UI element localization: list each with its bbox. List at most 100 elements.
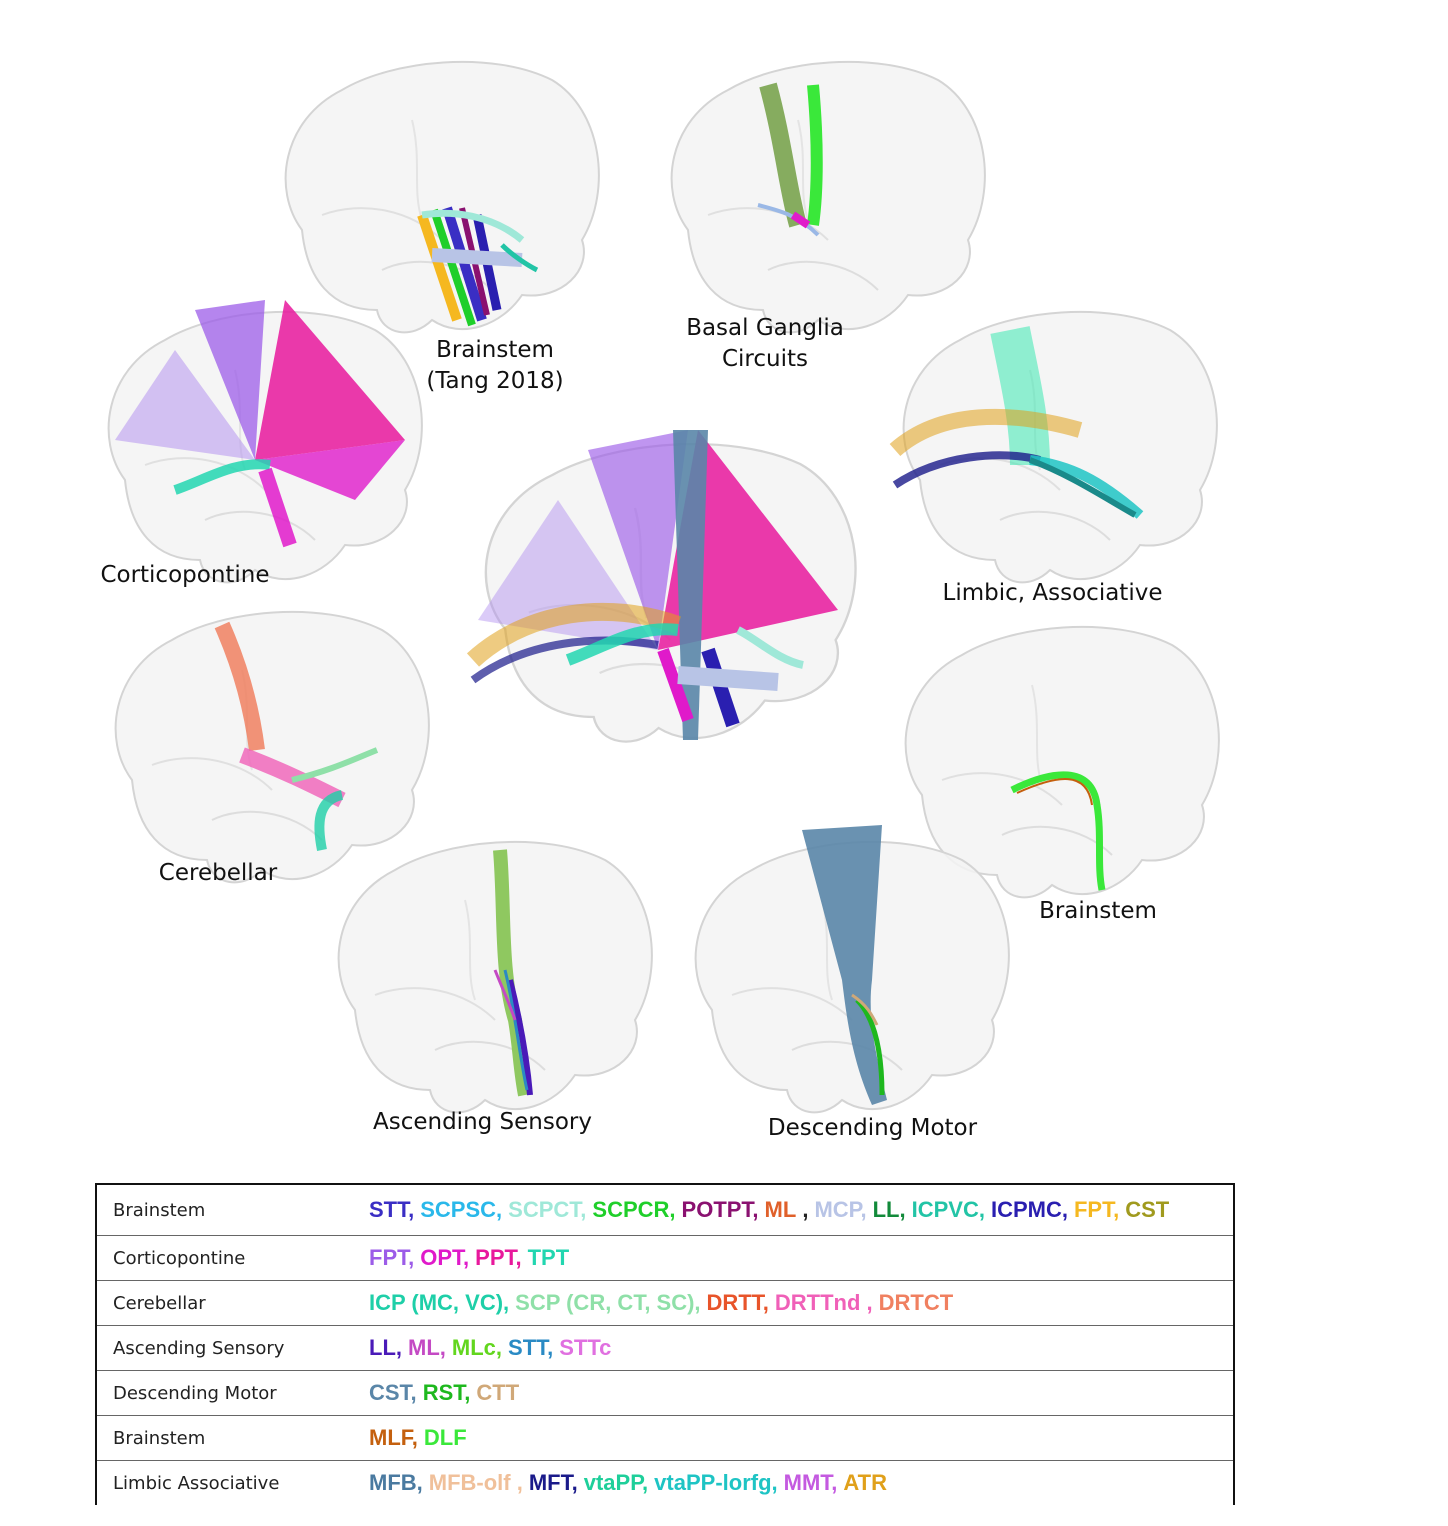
brain-brainstem-image [904,625,1220,899]
tract-label: CST [1125,1197,1170,1222]
caption-line: Corticopontine [100,562,270,588]
corticopontine-tracts [115,300,405,548]
legend-tracts: FPT, OPT, PPT, TPT [369,1235,1234,1281]
legend-tracts: MLF, DLF [369,1415,1234,1461]
tract-legend-table: Brainstem STT, SCPSC, SCPCT, SCPCR, POTPT, ML,… [95,1183,1235,1505]
brain-basal-ganglia-image [670,60,986,334]
caption-line: Ascending Sensory [372,1109,593,1135]
basal-ganglia-tracts [757,82,823,237]
legend-row: Limbic Associative MFB, MFB-olf , MFT, vtaPP… [96,1460,1234,1505]
descending-tracts [802,825,887,1105]
legend-tracts: STT, SCPSC, SCPCT, SCPCR, POTPT, ML, MCP, LL, IC… [369,1184,1234,1236]
tract-label: MFB, [369,1470,423,1495]
legend-category: Cerebellar [96,1280,369,1326]
brain-brainstem-tang-image [284,60,600,334]
legend-row: Corticopontine FPT, OPT, PPT, TPT [96,1235,1234,1281]
caption-line: Brainstem [436,337,554,363]
brainstem-tang-tracts [417,206,539,327]
panel-limbic [880,290,1230,590]
caption-line: (Tang 2018) [426,368,564,394]
legend-body: Brainstem STT, SCPSC, SCPCT, SCPCR, POTPT, ML,… [96,1184,1234,1505]
tract-label: FPT, [1073,1197,1120,1222]
cerebellar-tracts [214,621,379,851]
caption-line: Brainstem [1039,898,1157,924]
caption-line: Cerebellar [158,860,278,886]
caption-corticopontine: Corticopontine [95,560,275,591]
caption-cerebellar: Cerebellar [148,858,288,889]
legend-category: Corticopontine [96,1235,369,1281]
tract-label: MMT, [783,1470,838,1495]
caption-brainstem-tang: Brainstem (Tang 2018) [395,335,595,397]
brain-descending-image [694,825,1010,1114]
tract-label: vtaPP, [583,1470,649,1495]
panel-cerebellar [92,590,442,890]
panel-basal-ganglia [648,40,998,340]
brainstem-tracts [1010,771,1106,891]
legend-category: Descending Motor [96,1370,369,1416]
tract-label: SCPCR, [592,1197,676,1222]
caption-descending: Descending Motor [755,1113,990,1144]
tract-label: MFB-olf , [428,1470,523,1495]
tract-label: STT, [508,1335,554,1360]
legend-category: Ascending Sensory [96,1325,369,1371]
legend-tracts: LL, ML, MLc, STT, STTc [369,1325,1234,1371]
limbic-tracts [889,326,1144,519]
tract-label: MCP, [814,1197,867,1222]
tract-label: MLc, [451,1335,503,1360]
panel-corticopontine [85,290,435,590]
tract-label: SCPSC, [420,1197,503,1222]
tract-label: CTT [476,1380,520,1405]
tract-label: ICPVC, [911,1197,985,1222]
caption-line: Circuits [721,346,808,372]
tract-label: FPT, [369,1245,415,1270]
tract-label: ML, [408,1335,446,1360]
caption-brainstem: Brainstem [1028,896,1168,927]
brain-limbic-image [889,310,1218,584]
legend-row: Ascending Sensory LL, ML, MLc, STT, STTc [96,1325,1234,1371]
tract-label: RST, [422,1380,471,1405]
caption-limbic: Limbic, Associative [935,578,1170,609]
caption-line: Descending Motor [767,1115,978,1141]
tract-label: DLF [423,1425,467,1450]
brain-ascending-image [337,840,653,1114]
tract-label: PPT, [475,1245,522,1270]
composite-tracts [466,430,838,740]
tract-label: DRTCT [878,1290,954,1315]
caption-line: Basal Ganglia [686,315,844,341]
tract-label: STT, [369,1197,415,1222]
tract-label: DRTTnd , [774,1290,873,1315]
brain-composite-image [466,430,857,743]
legend-row: Descending Motor CST, RST, CTT [96,1370,1234,1416]
tract-label: MLF, [369,1425,418,1450]
tract-label: LL, [872,1197,906,1222]
tract-label: POTPT, [681,1197,759,1222]
tract-label: MFT, [528,1470,578,1495]
ascending-tracts [493,849,533,1097]
legend-row: Cerebellar ICP (MC, VC), SCP (CR, CT, SC),… [96,1280,1234,1326]
legend-category: Brainstem [113,1199,206,1221]
panel-brainstem-tang [262,40,612,340]
tract-label: TPT [527,1245,570,1270]
panel-composite [458,420,878,760]
tract-label: CST, [369,1380,417,1405]
tract-label: ICPMC, [990,1197,1068,1222]
brain-cerebellar-image [114,610,430,884]
tract-label: STTc [559,1335,612,1360]
legend-row: Brainstem STT, SCPSC, SCPCT, SCPCR, POTPT, ML,… [96,1184,1234,1236]
tract-label: ICP (MC, VC), [369,1290,510,1315]
tract-label: DRTT, [706,1290,769,1315]
legend-tracts: CST, RST, CTT [369,1370,1234,1416]
tract-label: SCP (CR, CT, SC), [515,1290,701,1315]
tract-label: ML [764,1197,797,1222]
panel-ascending [315,820,665,1120]
tract-label: ATR [843,1470,887,1495]
tract-label: SCPCT, [508,1197,587,1222]
legend-tracts: ICP (MC, VC), SCP (CR, CT, SC), DRTT, DRTTn… [369,1280,1234,1326]
tract-label: LL, [369,1335,402,1360]
legend-tracts: MFB, MFB-olf , MFT, vtaPP, vtaPP-lorfg, MMT, A… [369,1460,1234,1505]
tract-label: , [802,1197,809,1222]
legend-row: Brainstem MLF, DLF [96,1415,1234,1461]
panel-descending [672,820,1022,1120]
tract-label: OPT, [420,1245,470,1270]
brain-corticopontine-image [107,300,423,584]
